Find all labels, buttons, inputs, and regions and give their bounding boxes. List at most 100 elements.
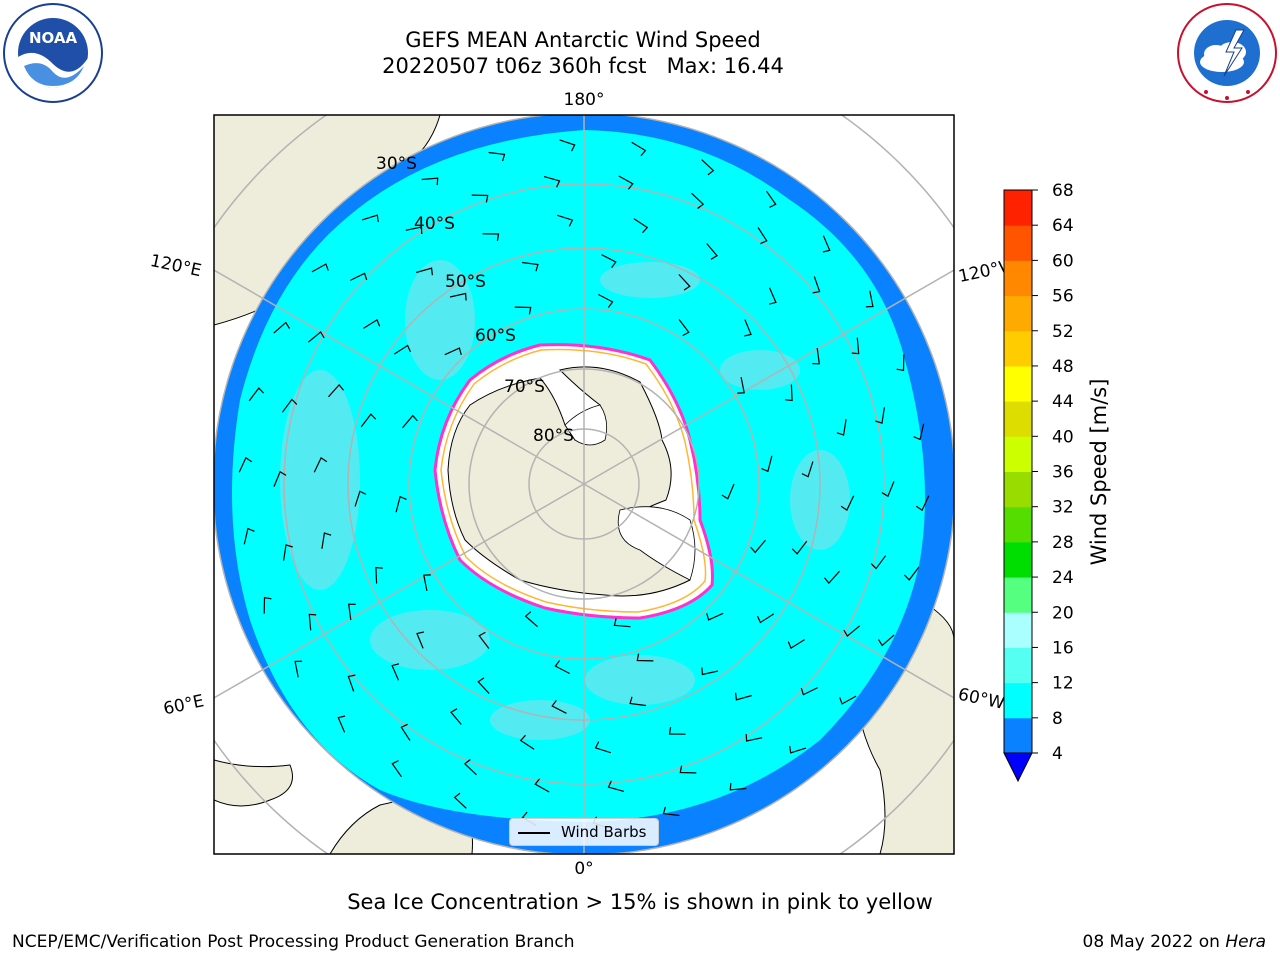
wind-barb	[721, 483, 735, 500]
wind-barb	[395, 495, 407, 513]
colorbar-tick-label: 56	[1052, 287, 1074, 307]
wind-barb	[636, 653, 654, 662]
wind-barb	[402, 414, 418, 429]
wind-barb	[328, 383, 344, 398]
lat-label-60s: 60°S	[475, 326, 516, 346]
wind-barb	[453, 792, 467, 809]
wind-barb	[421, 177, 439, 186]
colorbar-bin	[1004, 295, 1032, 332]
wind-barb	[789, 745, 807, 754]
wind-barb	[679, 765, 697, 774]
wind-barb	[488, 151, 506, 162]
colorbar-bin	[1004, 260, 1032, 297]
colorbar-tick-label: 36	[1052, 463, 1074, 483]
wind-barb	[839, 695, 857, 705]
wind-barb	[354, 490, 367, 507]
colorbar-tick-label: 8	[1052, 709, 1063, 729]
wind-barb	[633, 218, 649, 234]
wind-barb	[865, 290, 874, 308]
wind-barb	[243, 527, 255, 545]
colorbar-tick-label: 48	[1052, 357, 1074, 377]
colorbar-bin	[1004, 365, 1032, 402]
wind-barb	[308, 613, 317, 631]
lon-label-0: 0°	[574, 859, 593, 879]
wind-barb	[915, 495, 930, 512]
wind-barb	[416, 267, 433, 276]
wind-barb	[791, 540, 808, 555]
wind-barb	[801, 461, 814, 478]
credit-machine: Hera	[1225, 932, 1266, 952]
wind-barb	[391, 663, 400, 681]
wind-barb	[875, 407, 885, 424]
colorbar-bin	[1004, 436, 1032, 472]
wind-barb	[337, 715, 346, 733]
colorbar-tick-label: 64	[1052, 216, 1074, 236]
wind-barb	[449, 292, 467, 301]
wind-barb	[787, 639, 805, 649]
wind-barb	[756, 613, 775, 624]
lon-label-120e: 120°E	[148, 251, 203, 281]
colorbar-bin	[1004, 401, 1032, 437]
colorbar-bin	[1004, 541, 1032, 578]
wind-barb	[477, 677, 490, 694]
colorbar-tick-label: 32	[1052, 498, 1074, 518]
wind-barb	[405, 226, 423, 235]
wind-barb	[706, 243, 718, 260]
sea-ice-edge	[433, 343, 714, 620]
colorbar-tick-label: 28	[1052, 533, 1074, 553]
legend-barb-swatch	[518, 832, 550, 834]
wind-barb	[361, 214, 379, 223]
wind-barb	[281, 398, 298, 413]
wind-barb	[766, 190, 777, 208]
wind-barb	[629, 696, 646, 707]
antarctica-land	[447, 366, 691, 597]
wind-barb	[391, 760, 402, 778]
lon-label-60w: 60°W	[956, 685, 1006, 714]
wind-barb	[836, 419, 847, 436]
colorbar-tick-label: 4	[1052, 744, 1063, 764]
wind-barb	[263, 596, 272, 614]
wind-barb	[283, 544, 293, 561]
wind-barb	[812, 347, 820, 365]
wind-barb	[450, 708, 462, 725]
wind-barb	[618, 175, 634, 190]
wind-barbs	[238, 139, 930, 829]
legend: Wind Barbs	[509, 818, 659, 846]
legend-label: Wind Barbs	[561, 823, 647, 841]
colorbar-bin	[1004, 471, 1032, 508]
wind-barb	[851, 337, 860, 355]
wind-barb	[321, 532, 332, 549]
colorbar-bin	[1004, 682, 1032, 719]
wind-barb	[534, 778, 550, 793]
wind-barb	[870, 555, 887, 570]
credit-date: 08 May 2022 on Hera	[1083, 932, 1267, 952]
wind-barb	[662, 806, 680, 817]
wind-barb	[554, 660, 570, 675]
noaa-logo-text: NOAA	[29, 29, 78, 47]
wind-barb	[903, 566, 920, 581]
wind-barb	[729, 782, 747, 791]
wind-barb	[238, 456, 253, 473]
colorbar-bin	[1004, 330, 1032, 367]
wind-barb	[598, 293, 614, 308]
wind-barb	[471, 194, 489, 203]
wind-barb	[400, 723, 411, 741]
wind-barb	[519, 734, 535, 750]
lat-label-30s: 30°S	[376, 154, 417, 174]
sea-ice-footnote: Sea Ice Concentration > 15% is shown in …	[347, 890, 933, 914]
wind-barb	[631, 141, 647, 157]
colorbar-tick-label: 24	[1052, 568, 1074, 588]
colorbar-bin	[1004, 506, 1032, 543]
wind-barb	[393, 344, 412, 355]
wind-barb	[347, 674, 356, 692]
wind-barb	[761, 455, 773, 473]
wind-barb	[668, 727, 686, 735]
wind-barb	[607, 780, 625, 792]
chart-subtitle: 20220507 t06z 360h fcst Max: 16.44	[382, 54, 784, 78]
wind-barb	[273, 470, 287, 487]
wind-barb	[913, 423, 925, 441]
wind-barb	[522, 261, 539, 272]
wind-barb	[701, 667, 719, 676]
